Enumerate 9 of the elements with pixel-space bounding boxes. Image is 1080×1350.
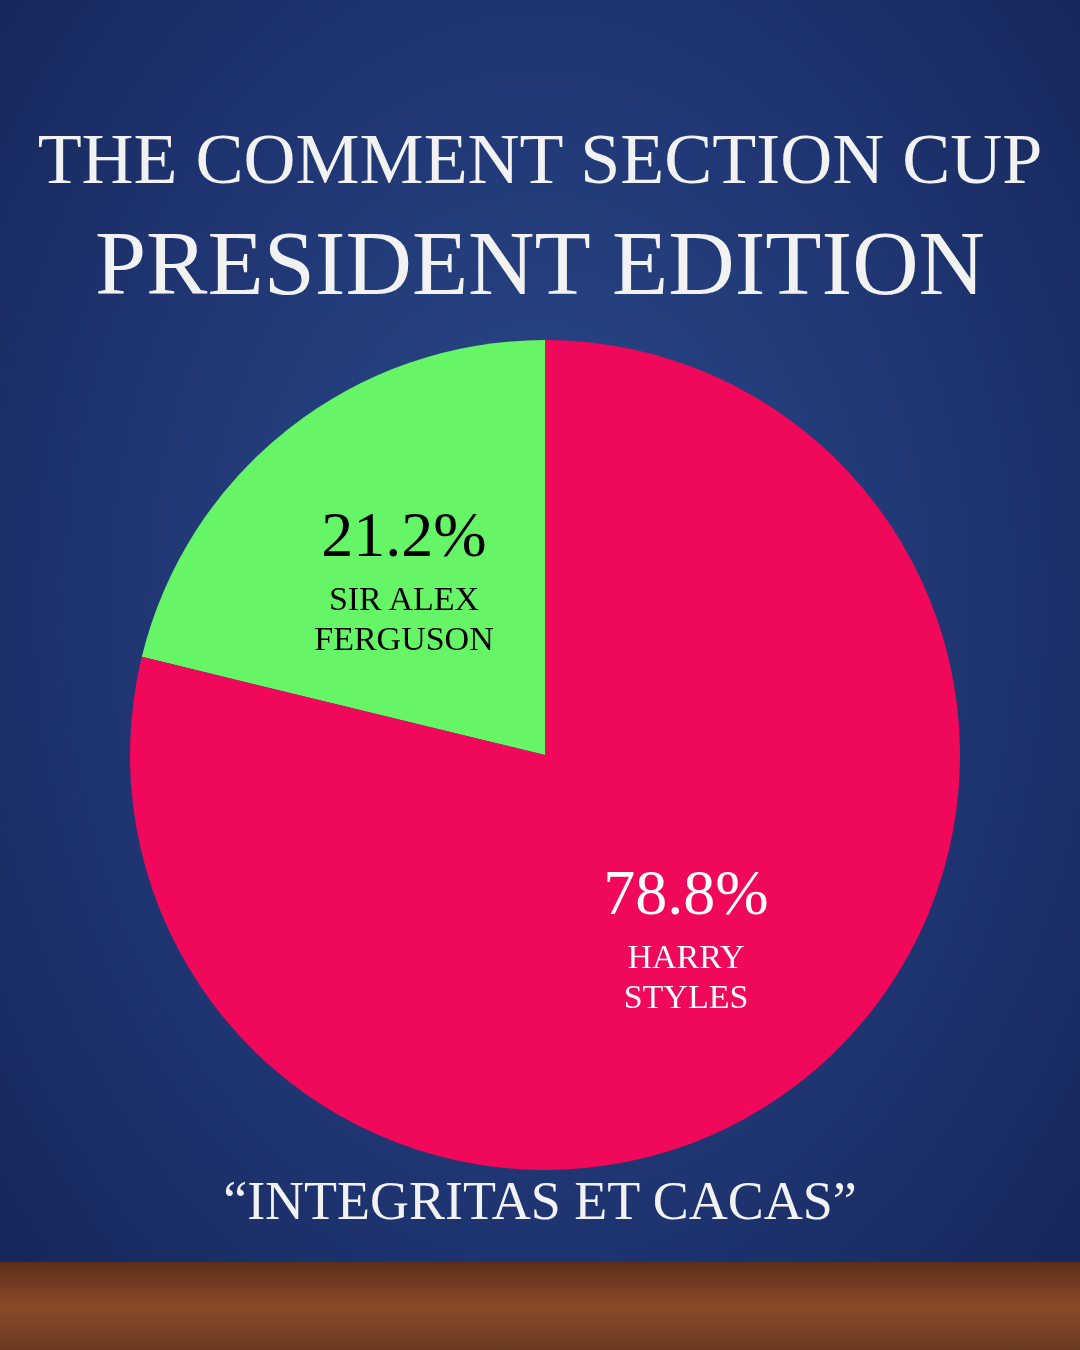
pie-slice: [130, 340, 960, 1170]
pie-slice: [141, 340, 545, 755]
slice-label: HARRY STYLES: [623, 938, 749, 1016]
text: “INTEGRITAS ET CACAS”: [222, 1170, 858, 1232]
chart-title: THE COMMENT SECTION CUP: [36, 118, 1044, 201]
data-label: 21.2%: [321, 498, 487, 570]
chart-subtitle: PRESIDENT EDITION: [93, 211, 987, 316]
data-label: 78.8%: [603, 857, 769, 929]
slice-label: SIR ALEX FERGUSON: [314, 579, 494, 657]
